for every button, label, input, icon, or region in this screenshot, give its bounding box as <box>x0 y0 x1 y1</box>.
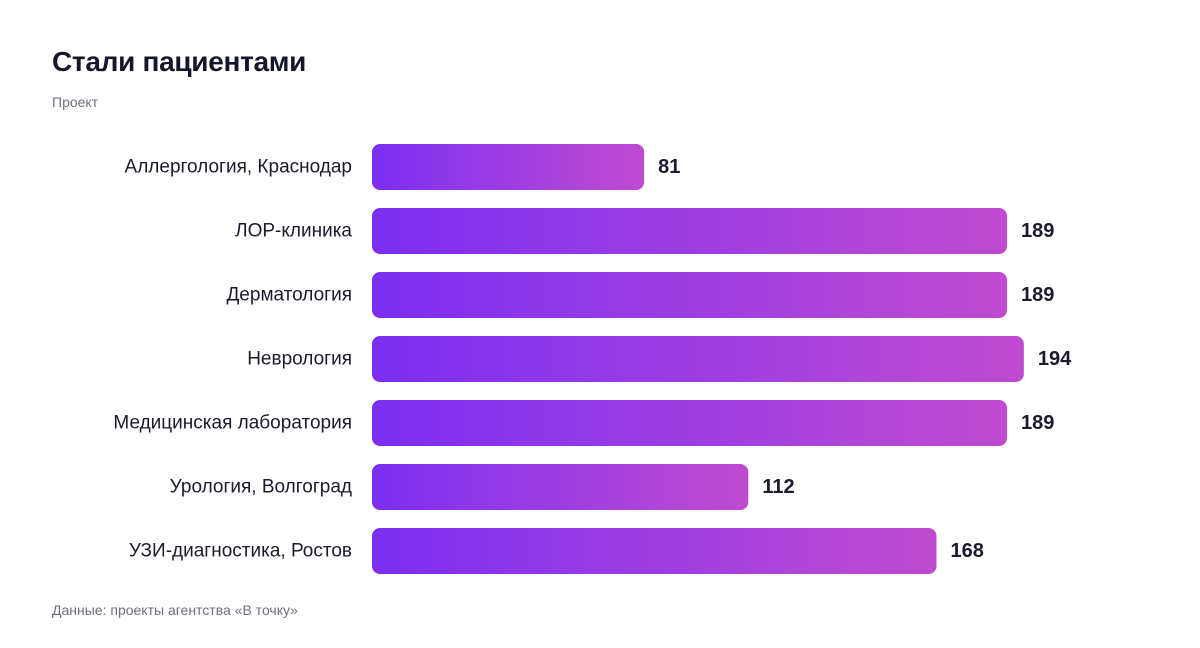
bar <box>372 464 749 510</box>
category-label: ЛОР-клиника <box>235 221 352 242</box>
bars-group: Аллергология, Краснодар 81 ЛОР-клиника 189 Д… <box>113 144 1072 574</box>
chart-subtitle: Проект <box>52 94 99 110</box>
category-label: Неврология <box>247 349 352 370</box>
category-label: Аллергология, Краснодар <box>125 157 352 178</box>
value-label: 194 <box>1038 348 1072 370</box>
value-label: 189 <box>1021 220 1054 242</box>
category-label: УЗИ-диагностика, Ростов <box>129 541 352 562</box>
value-label: 112 <box>762 476 794 498</box>
category-label: Медицинская лаборатория <box>113 413 352 434</box>
bar <box>372 208 1008 254</box>
category-label: Дерматология <box>226 285 352 306</box>
bar <box>372 400 1008 446</box>
chart-title: Стали пациентами <box>52 46 307 77</box>
bar <box>372 336 1024 382</box>
value-label: 168 <box>950 540 983 562</box>
value-label: 81 <box>658 156 680 178</box>
value-label: 189 <box>1021 412 1054 434</box>
category-label: Урология, Волгоград <box>170 477 352 498</box>
data-source-note: Данные: проекты агентства «В точку» <box>52 602 298 618</box>
bar <box>372 144 645 190</box>
value-label: 189 <box>1021 284 1054 306</box>
bar <box>372 528 937 574</box>
bar <box>372 272 1008 318</box>
